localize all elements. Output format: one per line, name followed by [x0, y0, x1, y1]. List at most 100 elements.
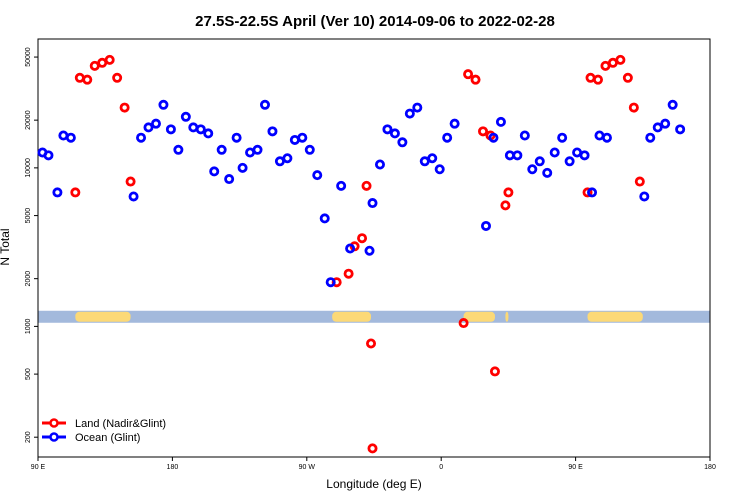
land-point: [125, 176, 136, 187]
ocean-point: [259, 99, 270, 110]
ocean-point: [434, 164, 445, 175]
ocean-point: [512, 150, 523, 161]
ocean-point: [312, 170, 323, 181]
legend-label-land: Land (Nadir&Glint): [75, 418, 166, 430]
ocean-point: [180, 111, 191, 122]
ocean-point: [364, 245, 375, 256]
x-axis-label: Longitude (deg E): [326, 477, 421, 491]
ocean-point: [297, 132, 308, 143]
land-point: [82, 74, 93, 85]
ocean-point: [427, 153, 438, 164]
ocean-point: [449, 118, 460, 129]
ocean-point: [52, 187, 63, 198]
ocean-point: [216, 144, 227, 155]
ocean-point: [150, 118, 161, 129]
ocean-point: [367, 198, 378, 209]
land-point: [628, 102, 639, 113]
y-tick-label: 50000: [25, 47, 32, 67]
land-point: [470, 74, 481, 85]
ocean-point: [652, 122, 663, 133]
ocean-point: [660, 118, 671, 129]
y-tick-label: 5000: [25, 208, 32, 224]
land-point: [634, 176, 645, 187]
ocean-point: [173, 144, 184, 155]
x-tick-label: 180: [704, 464, 716, 471]
ocean-point: [397, 137, 408, 148]
ocean-point: [542, 167, 553, 178]
ocean-point: [389, 128, 400, 139]
ocean-point: [374, 159, 385, 170]
ocean-point: [203, 128, 214, 139]
land-point: [104, 54, 115, 65]
ocean-point: [557, 132, 568, 143]
land-point: [478, 126, 489, 137]
ocean-point: [675, 124, 686, 135]
ocean-point: [564, 156, 575, 167]
y-tick-label: 2000: [25, 271, 32, 287]
ocean-point: [209, 166, 220, 177]
ocean-point: [165, 124, 176, 135]
ocean-point: [319, 213, 330, 224]
land-point: [582, 187, 593, 198]
y-axis: 200 500 1000 2000 5000 10000 20000 50000: [25, 47, 38, 443]
ocean-band: [38, 310, 710, 323]
x-tick-label: 90 E: [568, 464, 583, 471]
plot-frame: [37, 38, 711, 458]
y-tick-label: 20000: [25, 110, 32, 130]
legend-marker-ocean: [49, 432, 59, 442]
legend-marker-land: [49, 418, 59, 428]
land-point: [112, 72, 123, 83]
x-tick-label: 180: [167, 464, 179, 471]
y-axis-label: N Total: [0, 228, 12, 265]
ocean-point: [304, 144, 315, 155]
legend: Land (Nadir&Glint) Ocean (Glint): [42, 418, 166, 444]
ocean-point: [404, 108, 415, 119]
ocean-point: [231, 132, 242, 143]
ocean-point: [534, 156, 545, 167]
ocean-point: [267, 126, 278, 137]
ocean-point: [639, 191, 650, 202]
land-point: [343, 268, 354, 279]
land-point: [463, 69, 474, 80]
x-axis: 90 E 180 90 W 0 90 E 180: [31, 457, 716, 471]
land-point: [119, 102, 130, 113]
land-band-segment: [463, 311, 495, 322]
ocean-point: [527, 164, 538, 175]
ocean-point: [224, 174, 235, 185]
ocean-point: [43, 150, 54, 161]
ocean-series: [37, 99, 686, 288]
land-point: [622, 72, 633, 83]
land-band-segment: [505, 311, 509, 322]
ocean-point: [579, 150, 590, 161]
y-tick-label: 1000: [25, 319, 32, 335]
ocean-point: [549, 147, 560, 158]
ocean-point: [252, 144, 263, 155]
land-band-segment: [587, 311, 643, 322]
ocean-point: [587, 187, 598, 198]
y-tick-label: 10000: [25, 158, 32, 178]
ocean-point: [412, 102, 423, 113]
land-point: [500, 200, 511, 211]
land-point: [361, 180, 372, 191]
ocean-point: [325, 277, 336, 288]
land-series: [70, 54, 645, 454]
ocean-point: [382, 124, 393, 135]
x-tick-label: 90 W: [299, 464, 316, 471]
ocean-point: [195, 124, 206, 135]
ocean-point: [336, 180, 347, 191]
legend-label-ocean: Ocean (Glint): [75, 432, 140, 444]
ocean-point: [480, 220, 491, 231]
ocean-point: [442, 132, 453, 143]
ocean-point: [237, 162, 248, 173]
land-point: [458, 318, 469, 329]
land-point: [593, 74, 604, 85]
ocean-point: [667, 99, 678, 110]
ocean-point: [143, 122, 154, 133]
chart-title: 27.5S-22.5S April (Ver 10) 2014-09-06 to…: [195, 13, 555, 30]
land-point: [615, 54, 626, 65]
ocean-point: [136, 132, 147, 143]
land-point: [503, 187, 514, 198]
surface-band: [38, 310, 710, 323]
land-point: [357, 233, 368, 244]
